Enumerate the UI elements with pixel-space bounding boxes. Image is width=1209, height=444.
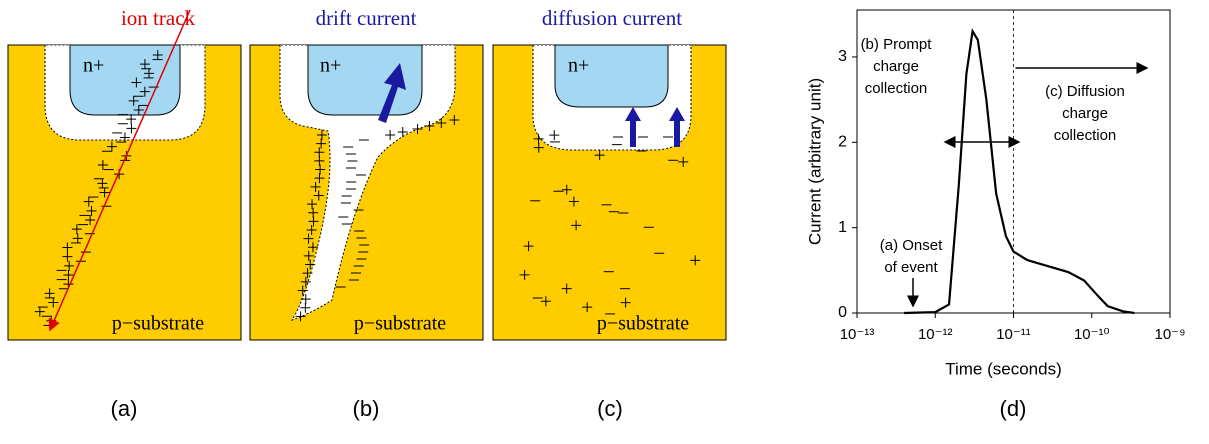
y-tick-label: 0 [838, 304, 847, 321]
x-tick-label: 10⁻¹³ [840, 326, 875, 343]
caption: (a) [111, 396, 138, 421]
annotation: (b) Prompt [861, 36, 933, 53]
x-tick-label: 10⁻⁹ [1154, 326, 1185, 343]
region-label: n+ [568, 55, 589, 77]
x-axis-label: Time (seconds) [945, 359, 1062, 378]
y-axis-label: Current (arbitrary unit) [805, 78, 824, 245]
region-label: n+ [83, 55, 104, 77]
annotation: (c) Diffusion [1045, 83, 1125, 100]
substrate-label: p−substrate [597, 313, 689, 335]
substrate-label: p−substrate [112, 313, 204, 335]
y-tick-label: 2 [838, 134, 847, 151]
curve [904, 31, 1134, 313]
annotation: charge [1062, 105, 1108, 122]
panel-title: drift current [316, 6, 417, 30]
x-tick-label: 10⁻¹⁰ [1074, 326, 1110, 343]
x-tick-label: 10⁻¹² [918, 326, 953, 343]
caption: (c) [597, 396, 623, 421]
substrate-label: p−substrate [354, 313, 446, 335]
annotation: (a) Onset [880, 237, 943, 254]
caption: (d) [1000, 396, 1027, 421]
panel-title: ion track [121, 6, 196, 30]
panel-title: diffusion current [542, 6, 682, 30]
panel-b: n+ p−substrate [250, 45, 483, 340]
panel-c: n+ p−substrate [493, 45, 726, 340]
y-tick-label: 3 [838, 48, 847, 65]
region-label: n+ [320, 55, 341, 77]
panel-a: n+ p−substrate [8, 10, 241, 340]
figure: n+ p−substrate ion track (a) n+ p−substr… [0, 0, 1209, 439]
annotation: of event [884, 259, 938, 276]
chart: 0 1 2 3 10⁻¹³ 10⁻¹² 10⁻¹¹ 10⁻¹⁰ 10⁻⁹ Time (second… [805, 10, 1185, 421]
annotation: collection [1054, 127, 1117, 144]
annotation: charge [873, 58, 919, 75]
caption: (b) [353, 396, 380, 421]
y-tick-label: 1 [838, 219, 847, 236]
x-tick-label: 10⁻¹¹ [996, 326, 1031, 343]
annotation: collection [865, 80, 928, 97]
